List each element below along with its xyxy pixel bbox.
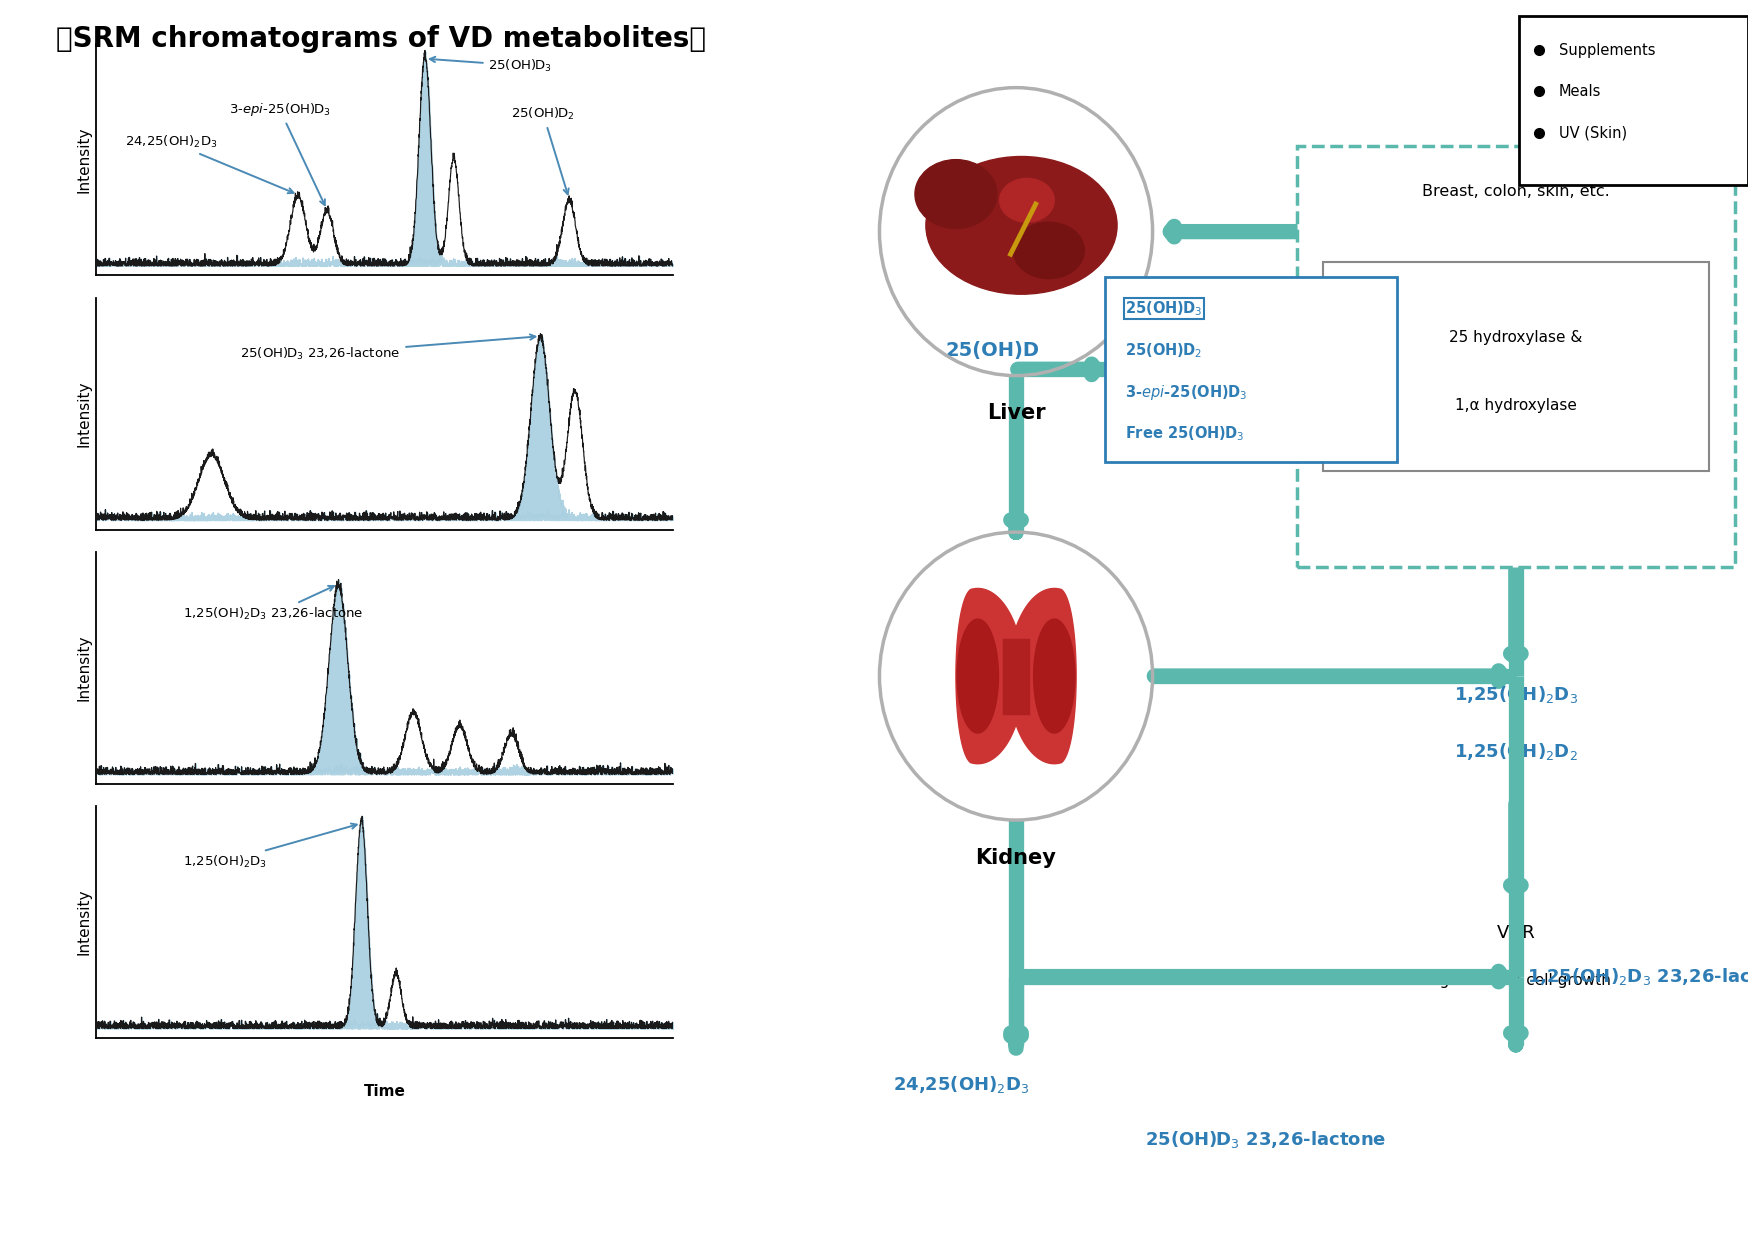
Text: Kidney: Kidney <box>975 848 1056 868</box>
Y-axis label: Intensity: Intensity <box>77 889 93 955</box>
Text: 25(OH)D$_2$: 25(OH)D$_2$ <box>512 106 575 194</box>
Text: Time: Time <box>364 830 406 845</box>
Text: 1,25(OH)$_2$D$_3$: 1,25(OH)$_2$D$_3$ <box>1454 685 1578 705</box>
Text: 1,α hydroxylase: 1,α hydroxylase <box>1454 398 1577 412</box>
Text: 1,25(OH)$_2$D$_3$ 23,26-lactone: 1,25(OH)$_2$D$_3$ 23,26-lactone <box>1526 967 1748 987</box>
Text: 【SRM chromatograms of VD metabolites】: 【SRM chromatograms of VD metabolites】 <box>56 25 706 53</box>
Polygon shape <box>1009 588 1077 764</box>
Polygon shape <box>958 620 998 732</box>
Text: Time: Time <box>364 322 406 337</box>
FancyBboxPatch shape <box>1323 262 1710 471</box>
Text: Time: Time <box>364 576 406 591</box>
Text: 25(OH)D$_3$ 23,26-lactone: 25(OH)D$_3$ 23,26-lactone <box>1145 1129 1386 1149</box>
Y-axis label: Intensity: Intensity <box>77 635 93 701</box>
Text: Time: Time <box>364 1084 406 1099</box>
Text: 1,25(OH)$_2$D$_3$: 1,25(OH)$_2$D$_3$ <box>182 824 357 870</box>
Text: 25(OH)D$_3$: 25(OH)D$_3$ <box>1126 299 1203 318</box>
FancyBboxPatch shape <box>1519 16 1748 185</box>
Polygon shape <box>956 588 1024 764</box>
Text: 24,25(OH)$_2$D$_3$: 24,25(OH)$_2$D$_3$ <box>893 1074 1030 1096</box>
FancyBboxPatch shape <box>1297 146 1734 567</box>
Text: 25(OH)D$_3$ 23,26-lactone: 25(OH)D$_3$ 23,26-lactone <box>241 334 535 362</box>
Ellipse shape <box>914 159 996 228</box>
Text: Regulation of cell growth: Regulation of cell growth <box>1421 973 1612 988</box>
Text: VDR: VDR <box>1496 924 1535 942</box>
Text: Free 25(OH)D$_3$: Free 25(OH)D$_3$ <box>1126 424 1245 443</box>
Text: 3-$epi$-25(OH)D$_3$: 3-$epi$-25(OH)D$_3$ <box>1126 383 1248 402</box>
Y-axis label: Intensity: Intensity <box>77 381 93 447</box>
Polygon shape <box>1033 620 1075 732</box>
Text: 1,25(OH)$_2$D$_3$ 23,26-lactone: 1,25(OH)$_2$D$_3$ 23,26-lactone <box>182 586 364 622</box>
Ellipse shape <box>926 156 1117 294</box>
Text: 3-$epi$-25(OH)D$_3$: 3-$epi$-25(OH)D$_3$ <box>229 101 330 205</box>
Text: Breast, colon, skin, etc.: Breast, colon, skin, etc. <box>1421 184 1610 199</box>
Text: 1,25(OH)$_2$D$_2$: 1,25(OH)$_2$D$_2$ <box>1454 741 1578 761</box>
Text: Vitamin D$_3$, Vitamin D$_2$: Vitamin D$_3$, Vitamin D$_2$ <box>1437 210 1620 228</box>
Text: 25 hydroxylase &: 25 hydroxylase & <box>1449 329 1582 344</box>
FancyBboxPatch shape <box>1105 277 1397 462</box>
Ellipse shape <box>1014 223 1084 279</box>
Text: 25(OH)D$_3$: 25(OH)D$_3$ <box>430 56 552 74</box>
Text: UV (Skin): UV (Skin) <box>1559 125 1627 140</box>
Text: 25(OH)D: 25(OH)D <box>946 341 1038 361</box>
Text: 25(OH)D$_2$: 25(OH)D$_2$ <box>1126 342 1203 359</box>
Text: Meals: Meals <box>1559 84 1601 99</box>
Text: Supplements: Supplements <box>1559 43 1655 58</box>
Text: Liver: Liver <box>986 403 1045 423</box>
Ellipse shape <box>1000 178 1054 223</box>
Text: 24,25(OH)$_2$D$_3$: 24,25(OH)$_2$D$_3$ <box>126 134 294 193</box>
Y-axis label: Intensity: Intensity <box>77 126 93 193</box>
